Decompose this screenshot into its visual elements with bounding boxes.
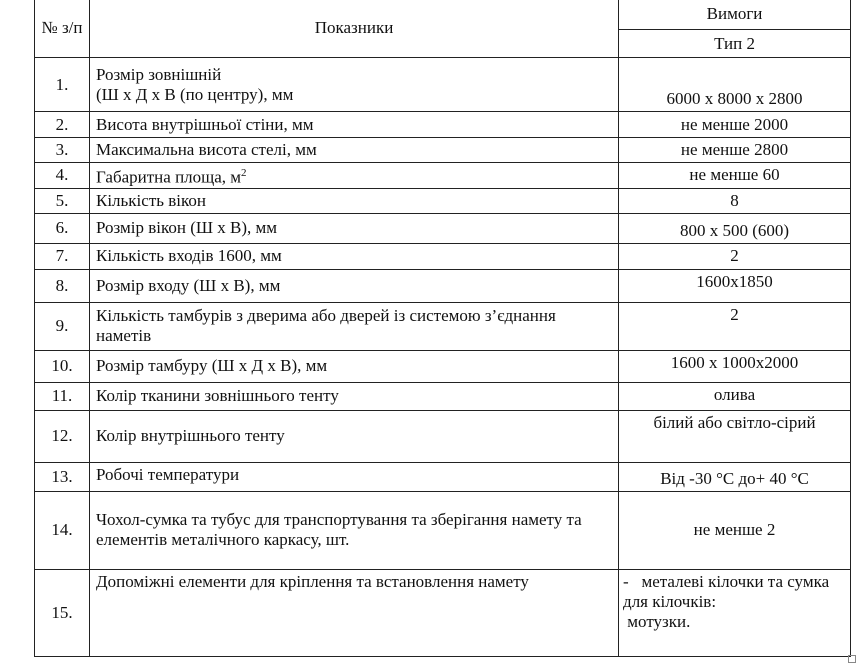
row-num: 11. xyxy=(34,381,90,411)
row-indicator: Розмір зовнішній (Ш х Д х В (по центру), … xyxy=(88,57,620,112)
row-indicator: Чохол-сумка та тубус для транспортування… xyxy=(88,490,620,570)
table-row: 4. Габаритна площа, м2 не менше 60 xyxy=(34,162,851,189)
table-row: 6. Розмір вікон (Ш х В), мм 800 х 500 (600… xyxy=(34,212,851,244)
row-value: 8 xyxy=(618,187,851,214)
row-indicator: Розмір вікон (Ш х В), мм xyxy=(88,212,620,244)
row-indicator: Габаритна площа, м2 xyxy=(88,162,620,189)
row-indicator: Колір внутрішнього тенту xyxy=(88,409,620,463)
row-value: олива xyxy=(618,381,851,411)
header-requirements: Вимоги xyxy=(618,0,851,30)
header-num: № з/п xyxy=(34,0,90,58)
row-num: 10. xyxy=(34,349,90,383)
row-num: 8. xyxy=(34,268,90,303)
indicator-line: (Ш х Д х В (по центру), мм xyxy=(96,84,294,104)
row-indicator: Розмір тамбуру (Ш х Д х В), мм xyxy=(88,349,620,383)
row-num: 3. xyxy=(34,137,90,163)
row-num: 14. xyxy=(34,490,90,570)
row-value: Від -30 °С до+ 40 °С xyxy=(618,461,851,492)
row-value: - металеві кілочки та сумка для кілочків… xyxy=(618,568,851,657)
table-row: 11. Колір тканини зовнішнього тенту олива xyxy=(34,381,851,411)
table-row: 10. Розмір тамбуру (Ш х Д х В), мм 1600 х … xyxy=(34,349,851,383)
requirements-table: № з/п Показники Вимоги Тип 2 1. Розмір з… xyxy=(34,0,851,657)
row-indicator: Кількість тамбурів з дверима або дверей … xyxy=(88,301,620,351)
table-row: 1. Розмір зовнішній (Ш х Д х В (по центру… xyxy=(34,57,851,112)
row-num: 12. xyxy=(34,409,90,463)
row-indicator: Кількість входів 1600, мм xyxy=(88,242,620,270)
indicator-line: Розмір зовнішній xyxy=(96,64,222,84)
value-line: - металеві кілочки та сумка для кілочків… xyxy=(623,571,834,611)
row-value: 2 xyxy=(618,301,851,351)
row-indicator: Максимальна висота стелі, мм xyxy=(88,137,620,163)
row-value: 1600 х 1000х2000 xyxy=(618,349,851,383)
row-num: 15. xyxy=(34,568,90,657)
row-value: не менше 2 xyxy=(618,490,851,570)
header-type: Тип 2 xyxy=(618,29,851,58)
row-num: 5. xyxy=(34,187,90,214)
table-row: 13. Робочі температури Від -30 °С до+ 40 °… xyxy=(34,461,851,492)
row-indicator: Колір тканини зовнішнього тенту xyxy=(88,381,620,411)
row-num: 1. xyxy=(34,57,90,112)
row-value: не менше 60 xyxy=(618,162,851,189)
table-row: 9. Кількість тамбурів з дверима або двере… xyxy=(34,301,851,351)
row-value: 800 х 500 (600) xyxy=(618,212,851,244)
table-row: 12. Колір внутрішнього тенту білий або сві… xyxy=(34,409,851,463)
table-row: 5. Кількість вікон 8 xyxy=(34,187,851,214)
row-num: 6. xyxy=(34,212,90,244)
table-row: 7. Кількість входів 1600, мм 2 xyxy=(34,242,851,270)
row-value: не менше 2800 xyxy=(618,137,851,163)
table-row: 14. Чохол-сумка та тубус для транспортува… xyxy=(34,490,851,570)
row-value: білий або світло-сірий xyxy=(618,409,851,463)
table-row: 2. Висота внутрішньої стіни, мм не менше 2… xyxy=(34,111,851,138)
table-row: 3. Максимальна висота стелі, мм не менше 2… xyxy=(34,137,851,163)
table-row: 8. Розмір входу (Ш х В), мм 1600х1850 xyxy=(34,268,851,303)
row-indicator: Кількість вікон xyxy=(88,187,620,214)
row-value: не менше 2000 xyxy=(618,111,851,138)
row-value: 6000 х 8000 х 2800 xyxy=(618,57,851,112)
superscript: 2 xyxy=(241,167,247,179)
row-num: 4. xyxy=(34,162,90,189)
row-indicator: Допоміжні елементи для кріплення та вста… xyxy=(88,568,620,657)
table-resize-handle[interactable] xyxy=(848,655,856,663)
header-indicators: Показники xyxy=(88,0,620,58)
indicator-text: Габаритна площа, м xyxy=(96,167,242,187)
row-value: 1600х1850 xyxy=(618,268,851,303)
row-indicator: Робочі температури xyxy=(88,461,620,492)
row-num: 2. xyxy=(34,111,90,138)
row-num: 7. xyxy=(34,242,90,270)
row-indicator: Висота внутрішньої стіни, мм xyxy=(88,111,620,138)
row-num: 9. xyxy=(34,301,90,351)
value-line: мотузки. xyxy=(623,611,691,631)
row-value: 2 xyxy=(618,242,851,270)
row-indicator: Розмір входу (Ш х В), мм xyxy=(88,268,620,303)
table-row: 15. Допоміжні елементи для кріплення та в… xyxy=(34,568,851,657)
row-num: 13. xyxy=(34,461,90,492)
